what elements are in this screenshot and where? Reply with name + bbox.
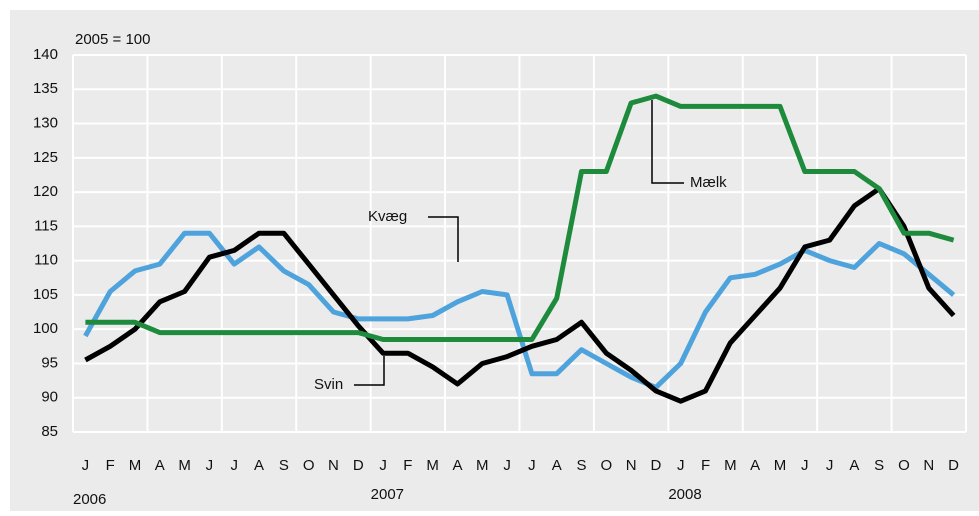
y-tick-label: 140: [33, 46, 58, 63]
x-tick-label: A: [254, 457, 264, 474]
x-tick-label: M: [774, 457, 787, 474]
kvaeg-label: Kvæg: [368, 208, 407, 225]
x-tick-label: A: [452, 457, 462, 474]
x-tick-label: A: [750, 457, 760, 474]
x-tick-label: O: [303, 457, 315, 474]
x-tick-label: J: [503, 457, 511, 474]
x-tick-label: A: [849, 457, 859, 474]
x-tick-label: J: [230, 457, 238, 474]
x-tick-label: S: [874, 457, 884, 474]
x-tick-label: S: [577, 457, 587, 474]
x-tick-label: J: [528, 457, 536, 474]
x-tick-label: O: [600, 457, 612, 474]
svin-label: Svin: [314, 376, 343, 393]
y-tick-label: 85: [41, 423, 58, 440]
series-line: [84, 186, 956, 404]
y-tick-label: 135: [33, 80, 58, 97]
unit-label: 2005 = 100: [75, 31, 151, 48]
x-tick-label: D: [948, 457, 959, 474]
x-tick-label: J: [826, 457, 834, 474]
y-tick-label: 105: [33, 286, 58, 303]
series-line: [85, 93, 955, 342]
x-tick-label: J: [206, 457, 214, 474]
y-tick-label: 125: [33, 149, 58, 166]
x-tick-label: M: [426, 457, 439, 474]
x-tick-label: F: [701, 457, 710, 474]
year-label: 2007: [371, 486, 404, 503]
y-tick-label: 130: [33, 115, 58, 132]
x-tick-label: D: [353, 457, 364, 474]
x-tick-label: F: [403, 457, 412, 474]
x-tick-label: J: [677, 457, 685, 474]
y-tick-label: 115: [34, 217, 58, 234]
y-tick-label: 100: [33, 320, 58, 337]
y-tick-label: 95: [41, 354, 58, 371]
x-tick-label: M: [178, 457, 191, 474]
y-tick-label: 120: [33, 183, 58, 200]
grid: [72, 54, 967, 433]
maelk-label: Mælk: [690, 174, 727, 191]
svin-leader: [354, 356, 385, 386]
x-tick-label: D: [651, 457, 662, 474]
x-tick-label: O: [898, 457, 910, 474]
x-tick-label: A: [155, 457, 165, 474]
y-tick-label: 90: [41, 389, 58, 406]
x-tick-label: M: [476, 457, 489, 474]
kvaeg-leader: [428, 216, 459, 262]
x-tick-label: S: [279, 457, 289, 474]
maelk-leader: [651, 100, 684, 184]
x-tick-label: M: [724, 457, 737, 474]
x-tick-label: J: [801, 457, 809, 474]
lines: [83, 93, 956, 404]
year-label: 2006: [73, 491, 106, 508]
x-tick-label: N: [923, 457, 934, 474]
x-tick-label: A: [552, 457, 562, 474]
x-tick-label: F: [106, 457, 115, 474]
x-tick-label: J: [379, 457, 387, 474]
x-tick-label: N: [626, 457, 637, 474]
leaders: [354, 100, 684, 386]
y-tick-label: 110: [34, 252, 58, 269]
x-tick-label: J: [82, 457, 90, 474]
x-tick-label: N: [328, 457, 339, 474]
year-label: 2008: [668, 486, 701, 503]
x-tick-label: M: [129, 457, 142, 474]
series-line: [83, 230, 956, 390]
